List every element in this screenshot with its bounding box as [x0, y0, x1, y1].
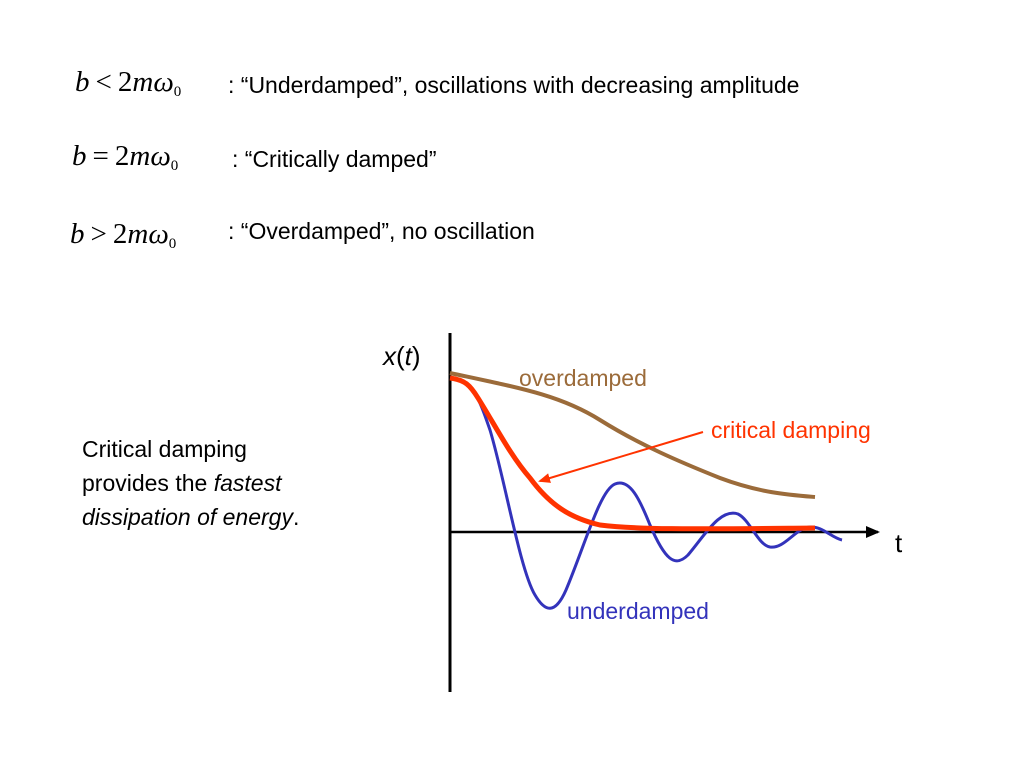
formula-operator: = [92, 140, 109, 172]
condition-row-overdamped: b >2mω0 : “Overdamped”, no oscillation [0, 212, 1024, 262]
critical-damping-label: critical damping [711, 417, 871, 443]
x-axis-label: t [895, 528, 903, 558]
note-line-2: provides the fastest [82, 466, 402, 500]
formula-omega: ω [148, 218, 169, 250]
critical-damping-curve [449, 375, 816, 532]
note-line-3: dissipation of energy. [82, 500, 402, 534]
overdamped-curve [449, 371, 816, 499]
formula-lhs: b [75, 66, 90, 98]
formula-omega: ω [153, 66, 174, 98]
condition-row-underdamped: b <2mω0 : “Underdamped”, oscillations wit… [0, 62, 1024, 112]
formula-mass: m [132, 66, 154, 98]
note-line-2-emphasis: fastest [213, 470, 282, 496]
formula-coefficient: 2 [114, 140, 130, 172]
formula-mass: m [127, 218, 149, 250]
formula-subscript: 0 [168, 236, 177, 252]
critical-damping-pointer [538, 431, 704, 483]
formula-underdamped: b <2mω0 [75, 66, 181, 101]
formula-subscript: 0 [173, 84, 182, 100]
description-overdamped: : “Overdamped”, no oscillation [228, 218, 535, 244]
note-line-1: Critical damping [82, 436, 247, 462]
formula-coefficient: 2 [117, 66, 133, 98]
overdamped-label: overdamped [519, 365, 647, 391]
formula-lhs: b [70, 218, 85, 250]
formula-lhs: b [72, 140, 87, 172]
critical-damping-note: Critical damping provides the fastest di… [82, 432, 402, 534]
formula-critical: b = 2mω0 [72, 140, 178, 175]
description-underdamped: : “Underdamped”, oscillations with decre… [228, 72, 800, 98]
formula-operator: < [95, 66, 112, 98]
formula-overdamped: b >2mω0 [70, 218, 176, 253]
underdamped-curve [449, 376, 843, 610]
note-line-2-text: provides the [82, 470, 214, 496]
formula-coefficient: 2 [112, 218, 128, 250]
formula-mass: m [129, 140, 151, 172]
condition-row-critical: b = 2mω0 : “Critically damped” [0, 136, 1024, 186]
underdamped-label: underdamped [567, 598, 709, 624]
formula-omega: ω [150, 140, 171, 172]
y-axis-label: x(t) [381, 341, 421, 371]
note-line-3-tail: . [292, 504, 300, 530]
formula-subscript: 0 [170, 158, 179, 174]
note-line-3-emphasis: dissipation of energy [82, 504, 293, 530]
description-critical: : “Critically damped” [232, 146, 437, 172]
formula-operator: > [90, 218, 107, 250]
